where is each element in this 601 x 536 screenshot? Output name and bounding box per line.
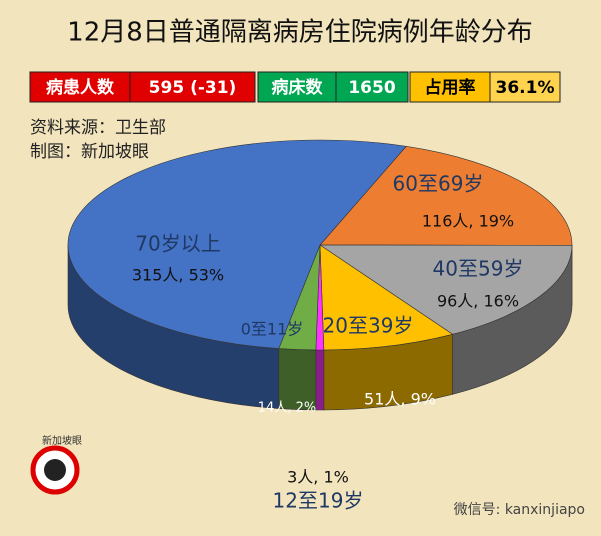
stat-text: 病患人数 (46, 77, 115, 98)
logo-text: 新加坡眼 (42, 434, 82, 447)
slice (67, 139, 407, 349)
category-label: 40至59岁 (433, 257, 524, 281)
stat-text: 病床数 (272, 77, 324, 98)
chart-title: 12月8日普通隔离病房住院病例年龄分布 (67, 18, 533, 48)
value-label: 14人, 2% (258, 401, 316, 416)
value-label: 315人, 53% (132, 266, 224, 285)
slice (319, 244, 454, 351)
value-label: 3人, 1% (287, 468, 349, 487)
source: 资料来源：卫生部 (30, 118, 166, 138)
value-label: 116人, 19% (422, 212, 514, 231)
stat-text: 1650 (348, 78, 395, 98)
slice (319, 244, 573, 335)
slice-side (315, 349, 325, 411)
category-label: 12至19岁 (273, 489, 364, 513)
category-label: 70岁以上 (135, 232, 220, 256)
watermark: 微信号: kanxinjiapo (454, 502, 585, 518)
stat-cell (129, 71, 256, 103)
value-label: 96人, 16% (437, 292, 519, 311)
credit: 制图：新加坡眼 (30, 142, 149, 162)
value-label: 51人, 9% (364, 390, 436, 409)
stat-cell (335, 71, 409, 103)
logo: 新加坡眼 (30, 434, 82, 495)
slice (319, 146, 573, 246)
stat-text: 36.1% (496, 78, 555, 98)
stat-cell (29, 71, 131, 103)
category-label: 20至39岁 (323, 314, 414, 338)
stat-text: 595 (-31) (149, 78, 237, 98)
category-label: 60至69岁 (393, 172, 484, 196)
category-label: 0至11岁 (241, 320, 304, 339)
stat-cell (489, 71, 561, 103)
stat-text: 占用率 (425, 77, 476, 98)
